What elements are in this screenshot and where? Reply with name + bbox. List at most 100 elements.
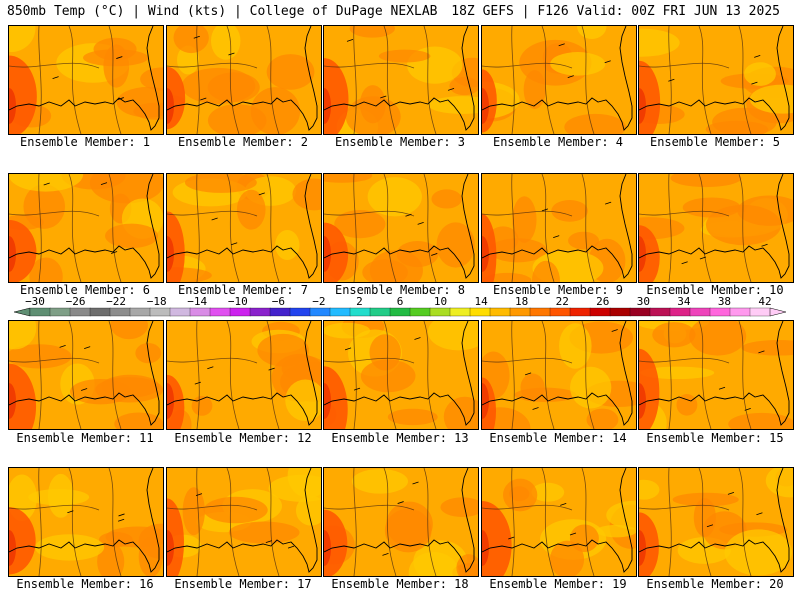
ensemble-member-label: Ensemble Member: 16	[16, 577, 154, 591]
temperature-field-map	[167, 174, 321, 282]
ensemble-map-panel	[8, 173, 164, 283]
colorbar-swatch	[109, 307, 131, 317]
temperature-field-map	[167, 26, 321, 134]
ensemble-map-panel	[638, 467, 794, 577]
colorbar-tick-label: 14	[474, 295, 488, 308]
colorbar-tick-label: −10	[228, 295, 248, 308]
ensemble-map-panel	[166, 467, 322, 577]
colorbar-tick-label: 18	[515, 295, 528, 308]
ensemble-map-panel	[8, 25, 164, 135]
ensemble-map-panel	[323, 320, 479, 430]
temperature-field-map	[482, 26, 636, 134]
ensemble-member-label: Ensemble Member: 1	[19, 135, 151, 149]
colorbar-swatch	[669, 307, 691, 317]
colorbar-swatch	[229, 307, 251, 317]
colorbar-swatch	[549, 307, 571, 317]
colorbar-tick-label: −2	[312, 295, 325, 308]
colorbar-left-arrow	[13, 307, 31, 317]
colorbar-swatch	[509, 307, 531, 317]
ensemble-map-panel	[323, 25, 479, 135]
ensemble-member-label: Ensemble Member: 11	[16, 431, 154, 445]
temperature-field-map	[9, 26, 163, 134]
ensemble-map-panel	[481, 173, 637, 283]
ensemble-member-label: Ensemble Member: 2	[177, 135, 309, 149]
colorbar-swatch	[429, 307, 451, 317]
ensemble-member-label: Ensemble Member: 9	[492, 283, 624, 297]
temperature-field-map	[639, 26, 793, 134]
colorbar-swatch	[169, 307, 191, 317]
ensemble-map-panel	[638, 320, 794, 430]
colorbar-tick-label: −6	[272, 295, 285, 308]
colorbar-swatch	[269, 307, 291, 317]
temperature-field-map	[167, 468, 321, 576]
ensemble-member-label: Ensemble Member: 7	[177, 283, 309, 297]
colorbar-swatch	[369, 307, 391, 317]
colorbar-tick-label: 22	[556, 295, 569, 308]
colorbar-swatch	[329, 307, 351, 317]
colorbar-tick-label: 30	[637, 295, 650, 308]
colorbar-tick-label: −14	[187, 295, 207, 308]
colorbar-swatch	[29, 307, 51, 317]
temperature-field-map	[167, 321, 321, 429]
ensemble-member-label: Ensemble Member: 14	[489, 431, 627, 445]
ensemble-map-panel	[8, 467, 164, 577]
colorbar-swatch	[389, 307, 411, 317]
colorbar-swatch	[609, 307, 631, 317]
colorbar-swatch	[249, 307, 271, 317]
colorbar-tick-label: −26	[66, 295, 86, 308]
colorbar-tick-label: 10	[434, 295, 447, 308]
colorbar-swatch	[589, 307, 611, 317]
ensemble-map-panel	[481, 467, 637, 577]
ensemble-member-label: Ensemble Member: 17	[174, 577, 312, 591]
colorbar-swatch	[149, 307, 171, 317]
ensemble-map-panel	[166, 173, 322, 283]
temperature-field-map	[9, 468, 163, 576]
colorbar-tick-label: −18	[147, 295, 167, 308]
ensemble-member-label: Ensemble Member: 12	[174, 431, 312, 445]
ensemble-member-label: Ensemble Member: 8	[334, 283, 466, 297]
temperature-field-map	[639, 174, 793, 282]
temperature-field-map	[482, 321, 636, 429]
colorbar-swatch	[189, 307, 211, 317]
colorbar-swatch	[289, 307, 311, 317]
ensemble-map-panel	[481, 25, 637, 135]
ensemble-member-label: Ensemble Member: 13	[331, 431, 469, 445]
ensemble-member-label: Ensemble Member: 3	[334, 135, 466, 149]
colorbar-swatch	[689, 307, 711, 317]
colorbar-swatch	[349, 307, 371, 317]
colorbar-swatch	[69, 307, 91, 317]
temperature-colorbar: −30 −26 −22 −18 −14 −10 −6 −2 2 6 10 14 18 22 26 30 34 38…	[13, 295, 787, 317]
colorbar-swatch	[469, 307, 491, 317]
colorbar-tick-label: 34	[677, 295, 691, 308]
colorbar-swatch	[709, 307, 731, 317]
ensemble-map-panel	[481, 320, 637, 430]
temperature-field-map	[482, 174, 636, 282]
ensemble-map-panel	[166, 320, 322, 430]
colorbar-swatch	[569, 307, 591, 317]
temperature-field-map	[639, 468, 793, 576]
map-title: 850mb Temp (°C) | Wind (kts) | College o…	[7, 4, 438, 19]
colorbar-swatch	[309, 307, 331, 317]
colorbar-swatch	[449, 307, 471, 317]
ensemble-member-label: Ensemble Member: 19	[489, 577, 627, 591]
colorbar-tick-label: 2	[356, 295, 363, 308]
ensemble-map-panel	[323, 173, 479, 283]
ensemble-member-label: Ensemble Member: 20	[646, 577, 784, 591]
ensemble-map-panel	[8, 320, 164, 430]
run-valid-time: 18Z GEFS | F126 Valid: 00Z FRI JUN 13 20…	[451, 4, 780, 19]
ensemble-map-panel	[638, 25, 794, 135]
colorbar-swatch	[489, 307, 511, 317]
temperature-field-map	[324, 321, 478, 429]
ensemble-map-panel	[166, 25, 322, 135]
temperature-field-map	[9, 321, 163, 429]
colorbar-swatch	[529, 307, 551, 317]
colorbar-swatch	[49, 307, 71, 317]
temperature-field-map	[482, 468, 636, 576]
colorbar-swatch	[209, 307, 231, 317]
colorbar-tick-label: −30	[25, 295, 45, 308]
ensemble-map-panel	[323, 467, 479, 577]
colorbar-swatch	[89, 307, 111, 317]
ensemble-member-label: Ensemble Member: 6	[19, 283, 151, 297]
ensemble-member-label: Ensemble Member: 18	[331, 577, 469, 591]
colorbar-swatch	[649, 307, 671, 317]
